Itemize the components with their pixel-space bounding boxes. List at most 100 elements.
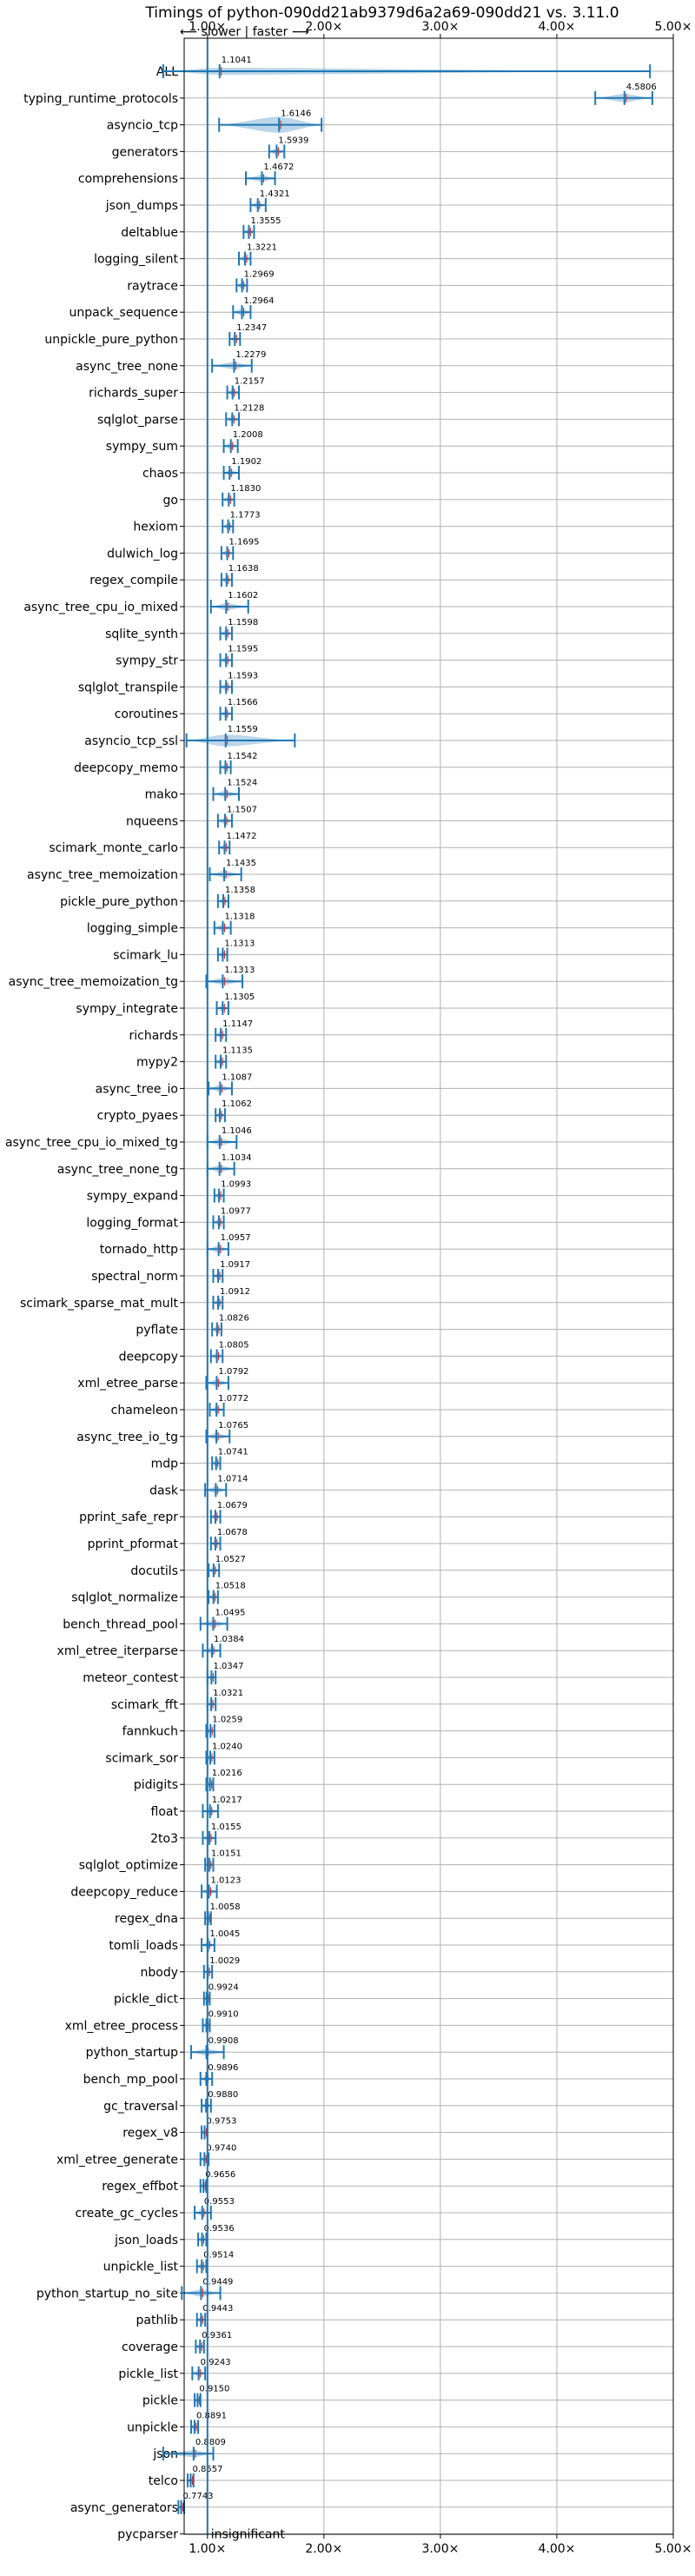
data-label: 0.9536	[204, 2224, 235, 2234]
benchmark-label: async_tree_cpu_io_mixed	[23, 601, 178, 614]
data-label: 0.9656	[205, 2170, 235, 2180]
benchmark-label: async_generators	[70, 2501, 178, 2515]
data-label: 1.0216	[212, 1769, 242, 1778]
data-label: 1.0792	[218, 1367, 248, 1377]
benchmark-label: spectral_norm	[91, 1270, 178, 1284]
data-label: 0.7743	[183, 2492, 214, 2501]
data-label: 1.1041	[222, 56, 252, 65]
benchmark-label: regex_v8	[122, 2127, 178, 2141]
benchmark-label: pickle	[142, 2394, 178, 2408]
benchmark-label: nbody	[141, 1966, 179, 1980]
data-label: 1.1046	[222, 1126, 252, 1136]
benchmark-label: scimark_lu	[113, 948, 178, 962]
data-label: 1.0347	[213, 1662, 243, 1671]
x-tick-label-top: 4.00×	[538, 20, 575, 34]
benchmark-label: async_tree_none	[76, 360, 178, 374]
benchmark-label: async_tree_cpu_io_mixed_tg	[5, 1136, 178, 1150]
benchmark-label: deltablue	[121, 226, 178, 240]
data-label: 1.0155	[211, 1822, 242, 1832]
benchmark-label: comprehensions	[78, 172, 178, 186]
data-label: 1.1542	[227, 752, 257, 761]
benchmark-label: pyflate	[136, 1324, 178, 1338]
plot-frame	[183, 37, 674, 2535]
chart-title: Timings of python-090dd21ab9379d6a2a69-0…	[144, 4, 619, 22]
data-label: 0.9740	[206, 2143, 236, 2153]
data-label: 1.1566	[228, 698, 258, 707]
benchmark-label: scimark_sor	[105, 1751, 178, 1765]
data-label: 1.1313	[224, 966, 255, 975]
data-label: 0.9514	[203, 2251, 234, 2261]
benchmark-label: pickle_list	[118, 2367, 178, 2381]
x-tick-label-top: 1.00×	[189, 20, 226, 34]
data-label: 1.1472	[227, 832, 257, 841]
benchmark-label: chaos	[142, 467, 178, 481]
benchmark-label: sympy_expand	[87, 1190, 178, 1204]
benchmark-label: sqlite_synth	[105, 627, 178, 641]
benchmark-label: bench_mp_pool	[83, 2073, 178, 2087]
data-label: 0.9880	[208, 2090, 238, 2100]
benchmark-label: pidigits	[134, 1778, 178, 1792]
data-label: 1.0826	[219, 1314, 249, 1324]
benchmark-label: pprint_safe_repr	[79, 1510, 178, 1524]
benchmark-label: 2to3	[150, 1832, 178, 1846]
benchmark-label: richards	[129, 1029, 179, 1043]
benchmark-label: xml_etree_generate	[56, 2153, 178, 2167]
data-label: 1.0678	[217, 1528, 248, 1537]
benchmark-label: sympy_integrate	[76, 1002, 178, 1016]
data-label: 1.3555	[250, 216, 281, 226]
data-label: 1.1773	[230, 511, 261, 521]
benchmark-label: logging_format	[86, 1216, 178, 1230]
x-tick-label-bottom: 1.00×	[189, 2542, 226, 2556]
benchmark-label: unpickle_list	[103, 2261, 179, 2274]
data-label: 1.0977	[221, 1206, 251, 1216]
benchmark-label: deepcopy_memo	[74, 761, 178, 775]
benchmark-label: generators	[112, 145, 178, 159]
data-label: 4.5806	[626, 83, 657, 92]
benchmark-label: hexiom	[133, 521, 178, 534]
data-label: 1.1435	[226, 859, 256, 868]
data-label: 1.2347	[236, 323, 267, 333]
data-label: 1.1902	[231, 457, 261, 467]
direction-label: ⟵ slower | faster ⟶	[180, 25, 309, 39]
benchmark-label: coroutines	[115, 707, 178, 721]
data-label: 1.1313	[224, 939, 255, 948]
benchmark-label: raytrace	[127, 279, 178, 293]
benchmark-label: deepcopy_reduce	[70, 1885, 178, 1899]
x-tick-label-top: 5.00×	[655, 20, 692, 34]
data-label: 1.1598	[228, 618, 258, 627]
data-label: 0.9553	[204, 2197, 235, 2207]
data-label: 0.9443	[202, 2304, 233, 2314]
data-label: 1.1305	[224, 993, 255, 1002]
benchmark-label: richards_super	[89, 387, 178, 401]
benchmark-label: crypto_pyaes	[97, 1109, 178, 1123]
data-label: 1.0123	[210, 1876, 241, 1885]
benchmark-label: go	[163, 494, 178, 508]
data-label: 1.2279	[235, 350, 266, 360]
data-label: 0.8809	[195, 2438, 226, 2447]
benchmark-label: async_tree_io	[96, 1082, 178, 1096]
benchmark-label: create_gc_cycles	[75, 2207, 178, 2221]
data-label: 1.2128	[234, 403, 264, 413]
benchmark-label: dulwich_log	[107, 547, 178, 561]
benchmark-label: dask	[149, 1484, 179, 1497]
data-label: 1.0259	[212, 1716, 242, 1725]
x-tick-label-top: 3.00×	[421, 20, 459, 34]
data-label: 1.1593	[228, 671, 258, 681]
benchmark-label: mako	[145, 788, 178, 802]
data-label: 1.0240	[212, 1742, 242, 1751]
data-label: 1.0045	[209, 1929, 240, 1939]
benchmark-label: scimark_monte_carlo	[49, 841, 178, 855]
data-label: 1.0917	[220, 1260, 250, 1270]
benchmark-label: logging_simple	[87, 922, 178, 936]
data-label: 1.0772	[218, 1394, 248, 1404]
benchmark-label: pprint_pformat	[88, 1537, 179, 1551]
benchmark-label: pickle_pure_python	[60, 895, 178, 909]
data-label: 0.9910	[208, 2009, 239, 2019]
benchmark-label: pycparser	[117, 2528, 178, 2542]
data-label: 1.0217	[212, 1796, 242, 1805]
x-tick-label-bottom: 2.00×	[305, 2542, 342, 2556]
data-label: 1.0029	[209, 1956, 240, 1966]
benchmark-label: tornado_http	[100, 1243, 178, 1257]
data-label: 1.1087	[222, 1072, 252, 1082]
